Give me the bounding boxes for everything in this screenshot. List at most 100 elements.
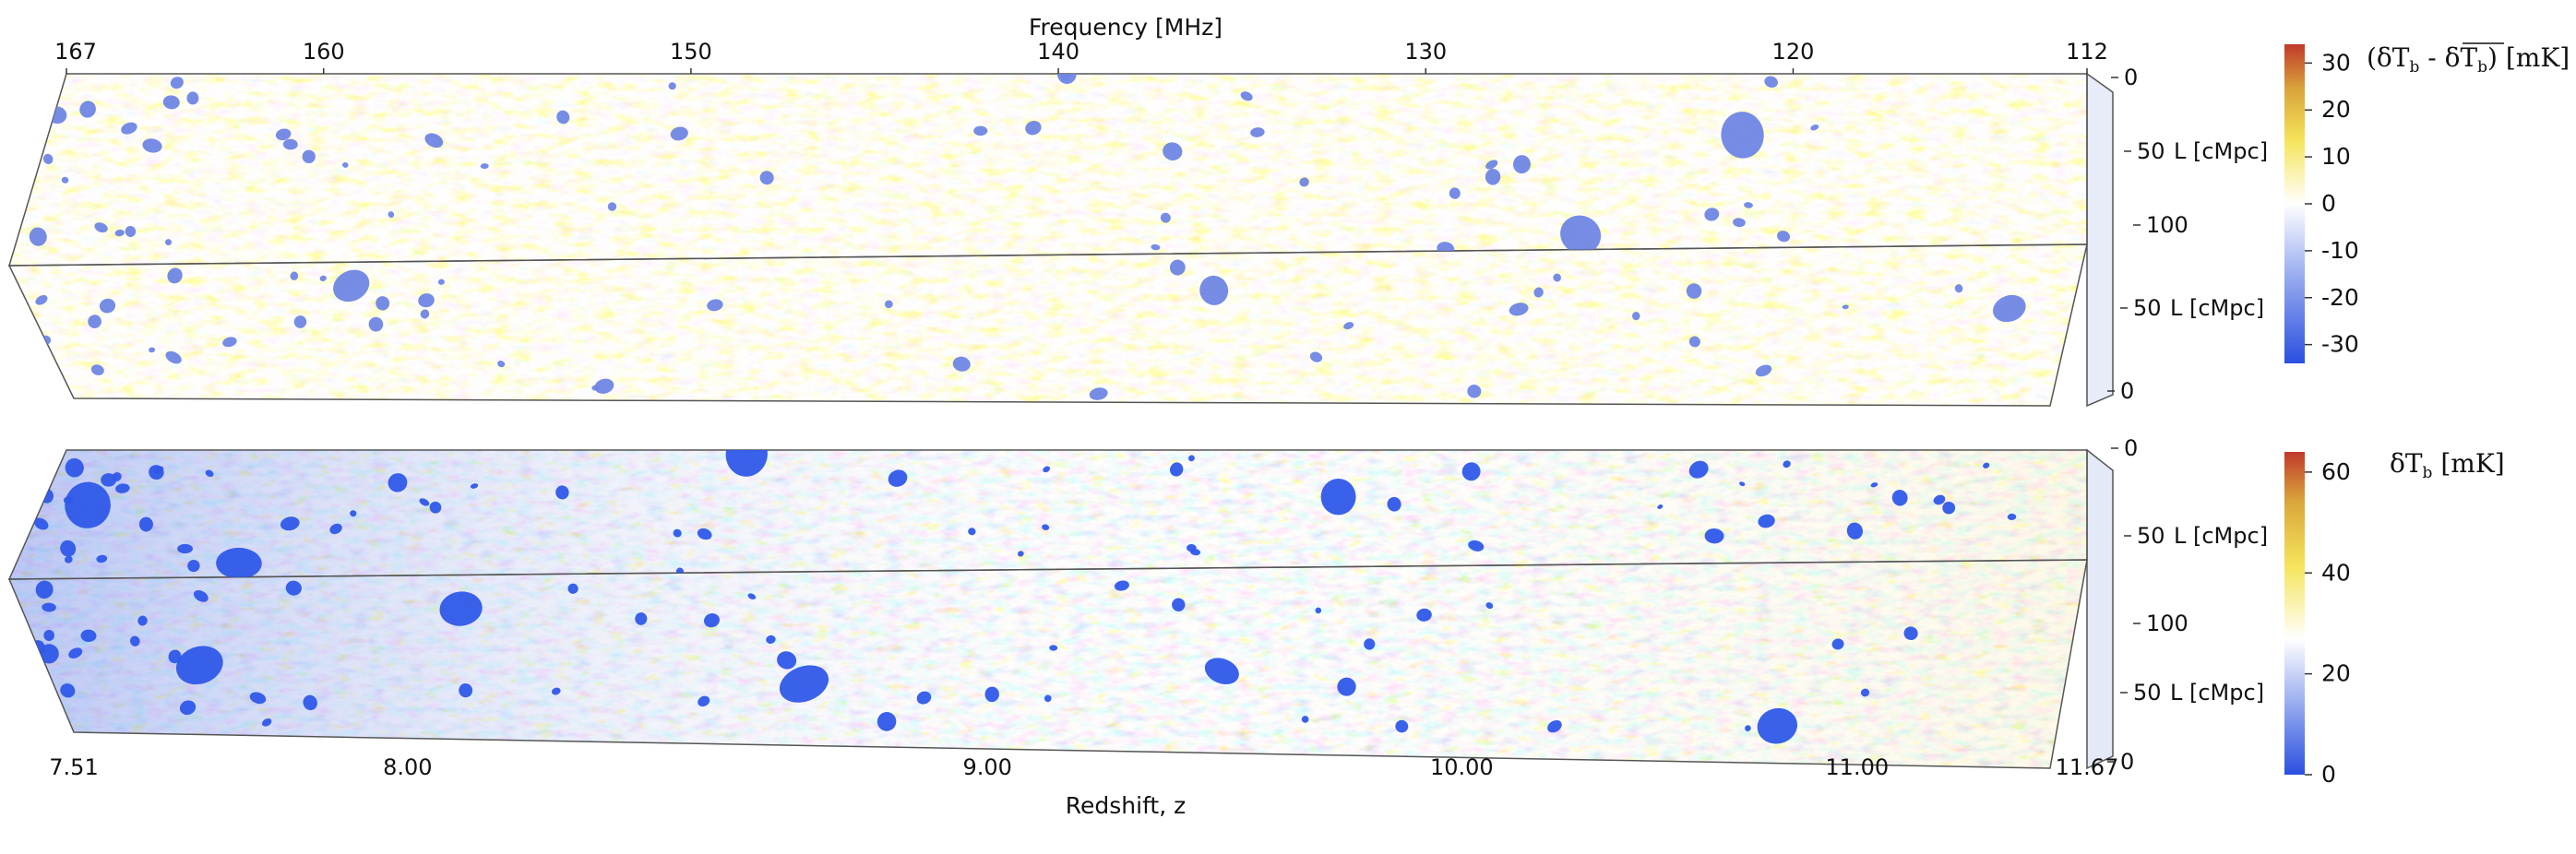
ionized-bubble: [329, 523, 342, 535]
ionized-regions-top: [29, 74, 2026, 400]
ionized-bubble: [1114, 580, 1129, 591]
ionized-bubble: [60, 683, 76, 698]
redshift-tick-label: 7.51: [49, 754, 98, 780]
ionized-bubble: [175, 646, 223, 685]
side-axis-unit: L [cMpc]: [2170, 680, 2264, 706]
ionized-bubble: [170, 77, 184, 89]
ionized-bubble: [168, 649, 182, 664]
ionized-bubble: [1172, 598, 1186, 611]
side-axis-unit: L [cMpc]: [2174, 523, 2268, 549]
ionized-bubble: [285, 580, 302, 596]
ionized-bubble: [388, 211, 395, 219]
frequency-tick-label: 140: [1037, 39, 1079, 65]
ionized-bubble: [1042, 524, 1050, 530]
ionized-bubble: [1733, 218, 1746, 228]
ionized-bubble: [1810, 125, 1819, 131]
frequency-tick-label: 150: [670, 39, 712, 65]
ionized-bubble: [42, 602, 56, 612]
redshift-tick-label: 11.67: [2056, 754, 2119, 780]
colorbar-tick-label: 10: [2321, 143, 2351, 170]
colorbar-bottom-title: δTb [mK]: [2390, 448, 2505, 482]
ionized-bubble: [591, 385, 600, 391]
ionized-bubble: [1025, 121, 1042, 136]
ionized-bubble: [1337, 677, 1356, 696]
ionized-bubble: [1983, 462, 1990, 469]
ionized-bubble: [1933, 494, 1946, 505]
ionized-bubble: [1187, 543, 1197, 552]
ionized-bubble: [952, 356, 971, 372]
ionized-bubble: [187, 560, 200, 573]
ionized-bubble: [1449, 187, 1461, 199]
ionized-bubble: [138, 516, 153, 532]
ionized-bubble: [249, 692, 267, 705]
ionized-bubble: [1169, 259, 1186, 276]
ionized-bubble: [376, 296, 390, 311]
ionized-bubble: [35, 580, 54, 599]
ionized-bubble: [1468, 540, 1485, 552]
ionized-bubble: [1704, 528, 1724, 544]
ionized-bubble: [90, 364, 104, 375]
side-tick-label: 50: [2133, 295, 2162, 321]
ionized-bubble: [33, 517, 49, 530]
ionized-bubble: [1187, 455, 1195, 462]
ionized-bubble: [280, 516, 300, 531]
ionized-bubble: [725, 450, 768, 477]
ionized-bubble: [470, 483, 479, 489]
ionized-bubble: [877, 712, 897, 731]
ionized-bubble: [698, 695, 710, 707]
frequency-axis: 167 160 150 140 130 120 112: [54, 39, 2108, 74]
ionized-bubble: [64, 555, 73, 563]
ionized-bubble: [1309, 351, 1323, 362]
ionized-bubble: [884, 300, 893, 309]
ionized-bubble: [1299, 177, 1309, 187]
ionized-bubble: [968, 528, 976, 536]
bottom-lightcone-box: [7, 448, 2114, 770]
ionized-bubble: [1757, 707, 1798, 744]
ionized-bubble: [282, 138, 298, 150]
frequency-tick-label: 112: [2066, 39, 2108, 65]
ionized-bubble: [1755, 364, 1772, 377]
side-tick-label: 0: [2120, 749, 2134, 775]
colorbar-tick-label: -20: [2321, 284, 2359, 311]
ionized-bubble: [1199, 275, 1229, 305]
ionized-bubble: [1745, 725, 1751, 732]
side-axis-bottom: 0 50 L [cMpc] 100 50 L [cMpc] 0: [2107, 435, 2268, 775]
ionized-bubble: [1240, 91, 1253, 101]
ionized-bubble: [1485, 160, 1498, 170]
ionized-bubble: [984, 686, 999, 703]
ionized-bubble: [68, 647, 83, 658]
ionized-bubble: [94, 222, 108, 233]
ionized-bubble: [1315, 607, 1322, 614]
ionized-bubble: [79, 101, 96, 118]
ionized-bubble: [670, 126, 688, 141]
ionized-bubble: [88, 314, 101, 328]
ionized-bubble: [1160, 212, 1171, 223]
ionized-bubble: [303, 694, 317, 711]
ionized-bubble: [275, 128, 292, 141]
ionized-bubble: [1632, 312, 1640, 321]
frequency-tick-label: 160: [303, 39, 345, 65]
ionized-bubble: [65, 481, 111, 528]
ionized-bubble: [1151, 243, 1161, 251]
ionized-bubble: [973, 125, 988, 136]
ionized-bubble: [551, 687, 561, 695]
ionized-bubble: [193, 589, 209, 602]
ionized-bubble: [177, 543, 193, 554]
ionized-bubble: [153, 466, 164, 474]
colorbar-tick-label: 60: [2321, 458, 2351, 485]
ionized-bubble: [888, 469, 908, 487]
ionized-bubble: [43, 629, 55, 642]
ionized-bubble: [1250, 127, 1265, 137]
side-tick-label: 0: [2124, 435, 2138, 461]
ionized-bubble: [916, 691, 932, 705]
side-tick-label: 0: [2120, 378, 2134, 404]
ionized-bubble: [319, 275, 327, 281]
ionized-bubble: [149, 347, 156, 353]
ionized-bubble: [342, 162, 349, 168]
ionized-bubble: [1954, 284, 1963, 293]
ionized-bubble: [1764, 76, 1779, 88]
ionized-bubble: [137, 615, 148, 626]
ionized-bubble: [350, 510, 357, 517]
ionized-bubble: [697, 528, 712, 540]
ionized-bubble: [759, 171, 774, 185]
